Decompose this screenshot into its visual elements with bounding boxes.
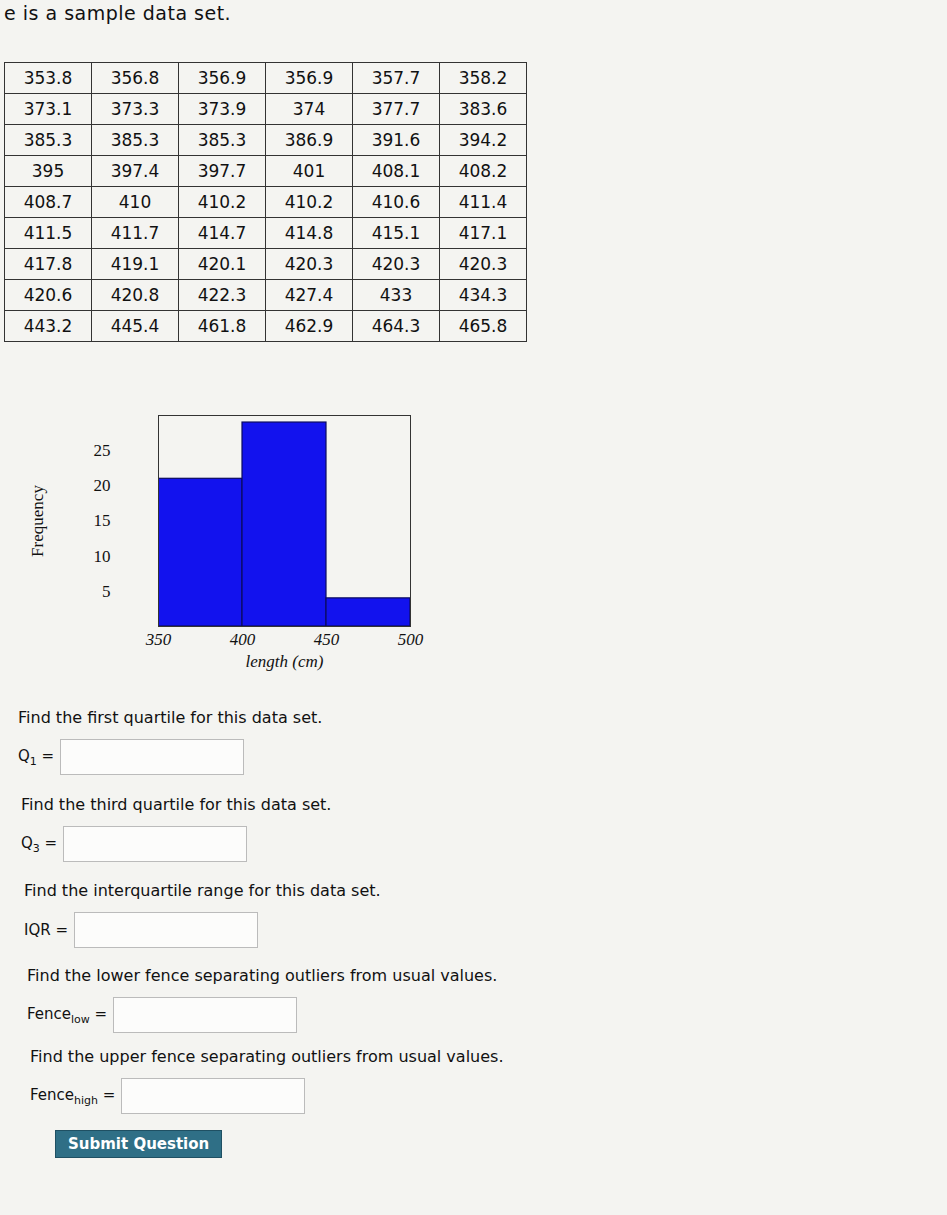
html-text:410: 410	[118, 192, 152, 212]
html-text:417.1: 417.1	[458, 223, 508, 243]
svg-text:500: 500	[398, 630, 424, 649]
html-text:IQR =: IQR =	[24, 921, 68, 939]
html-text:420.8: 420.8	[110, 285, 160, 305]
html-text:356.8: 356.8	[110, 68, 160, 88]
html-text:358.2: 358.2	[458, 68, 508, 88]
html-text:397.7: 397.7	[197, 161, 247, 181]
html-text:410.2: 410.2	[284, 192, 334, 212]
html-text:Q3=: Q3=	[21, 833, 58, 855]
html-text:373.1: 373.1	[23, 99, 73, 119]
html-text:465.8: 465.8	[458, 316, 508, 336]
html-text:434.3: 434.3	[458, 285, 508, 305]
html-text:422.3: 422.3	[197, 285, 247, 305]
svg-text:15: 15	[94, 511, 111, 530]
html-text:443.2: 443.2	[23, 316, 73, 336]
html-text:356.9: 356.9	[197, 68, 247, 88]
html-text:356.9: 356.9	[284, 68, 334, 88]
html-text:Submit Question: Submit Question	[68, 1135, 210, 1153]
html-text:357.7: 357.7	[371, 68, 421, 88]
html-text:414.7: 414.7	[197, 223, 247, 243]
html-text:385.3: 385.3	[110, 130, 160, 150]
html-text:386.9: 386.9	[284, 130, 334, 150]
svg-text:450: 450	[314, 630, 340, 649]
svg-text:25: 25	[94, 441, 111, 460]
html-text:Fencehigh=: Fencehigh=	[30, 1085, 116, 1107]
html-text:410.6: 410.6	[371, 192, 421, 212]
html-text:383.6: 383.6	[458, 99, 508, 119]
html-text:427.4: 427.4	[284, 285, 334, 305]
html-text:Find the interquartile range f: Find the interquartile range for this da…	[24, 881, 381, 900]
svg-text:Frequency: Frequency	[28, 485, 47, 557]
svg-text:350: 350	[145, 630, 172, 649]
html-text:394.2: 394.2	[458, 130, 508, 150]
html-text:Find the upper fence separatin: Find the upper fence separating outliers…	[30, 1047, 504, 1066]
html-text:417.8: 417.8	[23, 254, 73, 274]
html-text:Find the third quartile for th: Find the third quartile for this data se…	[21, 795, 332, 814]
html-text:411.5: 411.5	[23, 223, 73, 243]
svg-text:10: 10	[94, 547, 111, 566]
html-text:395: 395	[31, 161, 65, 181]
html-text:461.8: 461.8	[197, 316, 247, 336]
html-text:Q1=: Q1=	[18, 746, 55, 768]
html-text:411.7: 411.7	[110, 223, 160, 243]
html-text:353.8: 353.8	[23, 68, 73, 88]
html-text:420.6: 420.6	[23, 285, 73, 305]
html-text:e is a sample data set.: e is a sample data set.	[4, 2, 232, 24]
html-text:385.3: 385.3	[23, 130, 73, 150]
html-text:Find the first quartile for th: Find the first quartile for this data se…	[18, 708, 323, 727]
html-text:415.1: 415.1	[371, 223, 421, 243]
svg-text:length (cm): length (cm)	[246, 652, 324, 671]
html-text:401: 401	[292, 161, 326, 181]
html-text:420.1: 420.1	[197, 254, 247, 274]
html-text:420.3: 420.3	[371, 254, 421, 274]
html-text:408.1: 408.1	[371, 161, 421, 181]
html-text:411.4: 411.4	[458, 192, 508, 212]
html-text:391.6: 391.6	[371, 130, 421, 150]
html-text:385.3: 385.3	[197, 130, 247, 150]
html-text:433: 433	[379, 285, 413, 305]
svg-text:20: 20	[94, 476, 111, 495]
html-text:Find the lower fence separatin: Find the lower fence separating outliers…	[27, 966, 498, 985]
html-text:414.8: 414.8	[284, 223, 334, 243]
svg-text:5: 5	[102, 582, 111, 601]
html-text:373.9: 373.9	[197, 99, 247, 119]
html-text:397.4: 397.4	[110, 161, 160, 181]
html-text:464.3: 464.3	[371, 316, 421, 336]
html-text:420.3: 420.3	[284, 254, 334, 274]
html-text:419.1: 419.1	[110, 254, 160, 274]
html-text:377.7: 377.7	[371, 99, 421, 119]
html-text:374: 374	[292, 99, 326, 119]
html-text:408.7: 408.7	[23, 192, 73, 212]
html-text:410.2: 410.2	[197, 192, 247, 212]
html-text:373.3: 373.3	[110, 99, 160, 119]
html-text:420.3: 420.3	[458, 254, 508, 274]
svg-text:400: 400	[230, 630, 256, 649]
html-text:445.4: 445.4	[110, 316, 160, 336]
html-text:Fencelow=: Fencelow=	[27, 1004, 108, 1026]
html-text:462.9: 462.9	[284, 316, 334, 336]
html-text:408.2: 408.2	[458, 161, 508, 181]
